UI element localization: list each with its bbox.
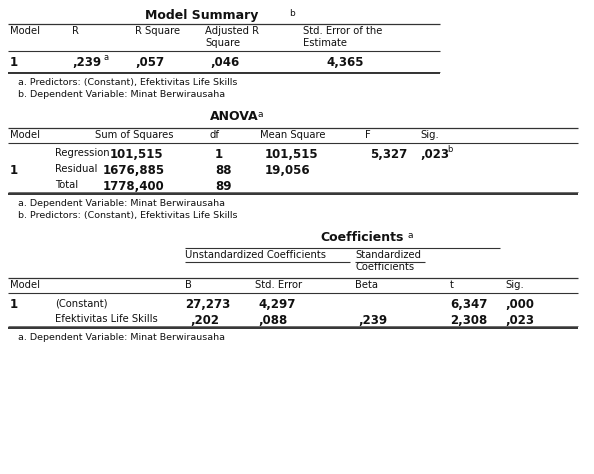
- Text: a: a: [103, 53, 108, 62]
- Text: Efektivitas Life Skills: Efektivitas Life Skills: [55, 314, 158, 324]
- Text: B: B: [185, 280, 192, 290]
- Text: 19,056: 19,056: [265, 164, 311, 177]
- Text: Coefficients: Coefficients: [320, 231, 403, 244]
- Text: a. Dependent Variable: Minat Berwirausaha: a. Dependent Variable: Minat Berwirausah…: [18, 199, 225, 208]
- Text: ,202: ,202: [190, 314, 219, 327]
- Text: ,023: ,023: [420, 148, 449, 161]
- Text: 101,515: 101,515: [265, 148, 318, 161]
- Text: 1: 1: [10, 164, 18, 177]
- Text: b: b: [289, 9, 295, 18]
- Text: ,046: ,046: [210, 56, 239, 69]
- Text: R: R: [72, 26, 79, 36]
- Text: ,057: ,057: [135, 56, 164, 69]
- Text: ,000: ,000: [505, 298, 534, 311]
- Text: 6,347: 6,347: [450, 298, 487, 311]
- Text: Mean Square: Mean Square: [260, 130, 326, 140]
- Text: 88: 88: [215, 164, 232, 177]
- Text: df: df: [210, 130, 220, 140]
- Text: Model: Model: [10, 130, 40, 140]
- Text: ,239: ,239: [72, 56, 101, 69]
- Text: a. Predictors: (Constant), Efektivitas Life Skills: a. Predictors: (Constant), Efektivitas L…: [18, 78, 238, 87]
- Text: 1: 1: [215, 148, 223, 161]
- Text: Model: Model: [10, 280, 40, 290]
- Text: b. Predictors: (Constant), Efektivitas Life Skills: b. Predictors: (Constant), Efektivitas L…: [18, 211, 238, 220]
- Text: 101,515: 101,515: [110, 148, 163, 161]
- Text: b: b: [447, 145, 453, 154]
- Text: b. Dependent Variable: Minat Berwirausaha: b. Dependent Variable: Minat Berwirausah…: [18, 90, 225, 99]
- Text: Std. Error: Std. Error: [255, 280, 302, 290]
- Text: Sig.: Sig.: [505, 280, 524, 290]
- Text: Sig.: Sig.: [420, 130, 439, 140]
- Text: ANOVA: ANOVA: [210, 110, 258, 123]
- Text: 1: 1: [10, 298, 18, 311]
- Text: Unstandardized Coefficients: Unstandardized Coefficients: [185, 250, 326, 260]
- Text: a: a: [258, 110, 264, 119]
- Text: F: F: [365, 130, 371, 140]
- Text: a: a: [407, 231, 412, 240]
- Text: Regression: Regression: [55, 148, 110, 158]
- Text: t: t: [450, 280, 454, 290]
- Text: 2,308: 2,308: [450, 314, 487, 327]
- Text: ,239: ,239: [358, 314, 387, 327]
- Text: Adjusted R
Square: Adjusted R Square: [205, 26, 259, 47]
- Text: 1778,400: 1778,400: [103, 180, 165, 193]
- Text: a. Dependent Variable: Minat Berwirausaha: a. Dependent Variable: Minat Berwirausah…: [18, 333, 225, 342]
- Text: Residual: Residual: [55, 164, 97, 174]
- Text: ,088: ,088: [258, 314, 287, 327]
- Text: 27,273: 27,273: [185, 298, 230, 311]
- Text: Model Summary: Model Summary: [145, 9, 258, 22]
- Text: ,023: ,023: [505, 314, 534, 327]
- Text: 1676,885: 1676,885: [103, 164, 165, 177]
- Text: (Constant): (Constant): [55, 298, 108, 308]
- Text: Model: Model: [10, 26, 40, 36]
- Text: Beta: Beta: [355, 280, 378, 290]
- Text: 89: 89: [215, 180, 232, 193]
- Text: 4,297: 4,297: [258, 298, 295, 311]
- Text: Standardized
Coefficients: Standardized Coefficients: [355, 250, 421, 272]
- Text: Std. Error of the
Estimate: Std. Error of the Estimate: [303, 26, 383, 47]
- Text: Total: Total: [55, 180, 78, 190]
- Text: 5,327: 5,327: [370, 148, 407, 161]
- Text: 1: 1: [10, 56, 18, 69]
- Text: 4,365: 4,365: [326, 56, 364, 69]
- Text: Sum of Squares: Sum of Squares: [95, 130, 173, 140]
- Text: R Square: R Square: [135, 26, 180, 36]
